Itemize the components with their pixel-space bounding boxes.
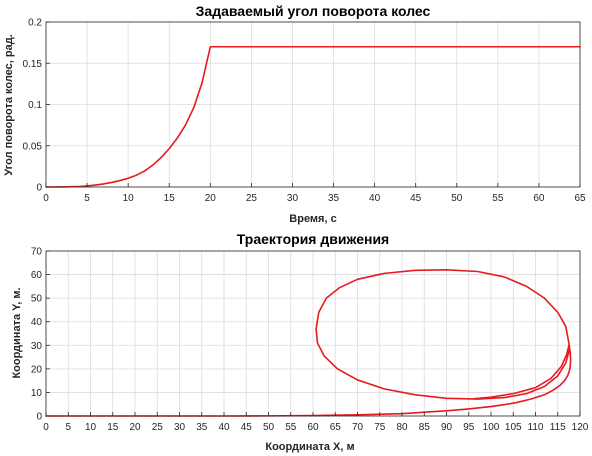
trajectory-x-tick-label: 65	[330, 422, 342, 433]
trajectory-x-tick-label: 15	[107, 422, 119, 433]
steering-angle-x-tick-label: 45	[410, 193, 422, 204]
trajectory-x-tick-label: 30	[174, 422, 186, 433]
trajectory-y-tick-label: 30	[31, 341, 43, 352]
steering-angle-y-ticks: 0 0.05 0.1 0.15 0.2	[23, 18, 50, 194]
trajectory-x-tick-label: 25	[152, 422, 164, 433]
steering-angle-y-tick-label: 0.1	[28, 100, 42, 111]
trajectory-x-axis-label: Координата X, м	[265, 441, 354, 453]
trajectory-x-tick-label: 110	[528, 422, 544, 433]
trajectory-x-tick-label: 95	[463, 422, 475, 433]
trajectory-y-axis-label: Координата Y, м.	[11, 287, 23, 378]
steering-angle-y-tick-label: 0.05	[23, 141, 43, 152]
trajectory-x-tick-label: 50	[263, 422, 275, 433]
trajectory-x-tick-label: 40	[218, 422, 230, 433]
steering-angle-y-tick-label: 0	[36, 183, 42, 194]
trajectory-x-tick-label: 90	[441, 422, 453, 433]
trajectory-x-tick-label: 80	[396, 422, 408, 433]
steering-angle-x-tick-label: 40	[369, 193, 381, 204]
steering-angle-x-tick-label: 60	[533, 193, 545, 204]
steering-angle-title: Задаваемый угол поворота колес	[196, 3, 431, 19]
trajectory-y-tick-label: 10	[31, 388, 43, 399]
trajectory-x-ticks: 0 5 10 15 20 25 30 35 40 45 50 55 60 65 70 75 80 85 90 95 10…	[43, 412, 589, 433]
trajectory-y-ticks: 0 10 20 30 40 50 60 70	[31, 247, 50, 423]
trajectory-y-tick-label: 60	[31, 270, 43, 281]
trajectory-title: Траектория движения	[237, 231, 389, 247]
trajectory-x-tick-label: 0	[43, 422, 49, 433]
steering-angle-x-tick-label: 50	[451, 193, 463, 204]
trajectory-x-tick-label: 35	[196, 422, 208, 433]
trajectory-x-tick-label: 10	[85, 422, 97, 433]
steering-angle-y-tick-label: 0.15	[23, 59, 43, 70]
steering-angle-series-line	[45, 45, 581, 188]
trajectory-x-tick-label: 85	[419, 422, 431, 433]
trajectory-x-tick-label: 70	[352, 422, 364, 433]
steering-angle-x-ticks: 0 5 10 15 20 25 30 35 40 45 50 55 60 65	[43, 183, 586, 204]
trajectory-y-tick-label: 50	[31, 294, 43, 305]
trajectory-x-tick-label: 100	[483, 422, 500, 433]
trajectory-x-tick-label: 55	[285, 422, 297, 433]
trajectory-y-tick-label: 20	[31, 364, 43, 375]
trajectory-x-tick-label: 75	[374, 422, 386, 433]
steering-angle-x-tick-label: 55	[492, 193, 504, 204]
steering-angle-y-axis-label: Угол поворота колес, рад.	[3, 34, 15, 176]
trajectory-y-tick-label: 0	[36, 412, 42, 423]
steering-angle-x-tick-label: 20	[205, 193, 217, 204]
steering-angle-x-tick-label: 10	[123, 193, 135, 204]
steering-angle-x-axis-label: Время, с	[289, 213, 336, 225]
trajectory-x-tick-label: 5	[65, 422, 71, 433]
steering-angle-grid	[45, 21, 581, 188]
trajectory-y-tick-label: 70	[31, 247, 43, 258]
trajectory-x-tick-label: 20	[129, 422, 141, 433]
steering-angle-x-tick-label: 0	[43, 193, 49, 204]
trajectory-y-tick-label: 40	[31, 317, 43, 328]
steering-angle-x-tick-label: 15	[164, 193, 176, 204]
steering-angle-x-tick-label: 30	[287, 193, 299, 204]
steering-angle-x-tick-label: 5	[84, 193, 90, 204]
steering-angle-y-tick-label: 0.2	[28, 18, 42, 29]
trajectory-series-line	[45, 269, 572, 417]
trajectory-x-tick-label: 115	[550, 422, 566, 433]
steering-angle-x-tick-label: 65	[574, 193, 586, 204]
trajectory-x-tick-label: 105	[505, 422, 522, 433]
steering-angle-x-tick-label: 35	[328, 193, 340, 204]
trajectory-plot: Траектория движения 0 5 10 15 20 25 30 35 40 45 50…	[11, 231, 589, 453]
trajectory-x-tick-label: 45	[241, 422, 253, 433]
trajectory-x-tick-label: 60	[307, 422, 319, 433]
steering-angle-x-tick-label: 25	[246, 193, 258, 204]
steering-angle-plot: Задаваемый угол поворота колес 0 5 10 15 20 2…	[3, 3, 586, 225]
trajectory-x-tick-label: 120	[572, 422, 589, 433]
